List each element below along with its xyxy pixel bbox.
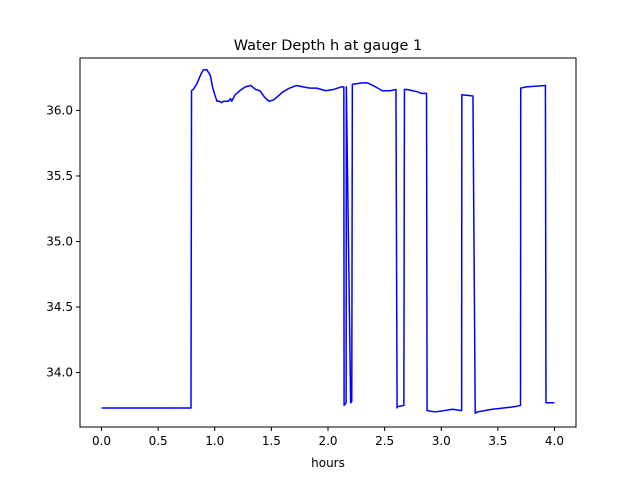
x-tick-label: 1.5 bbox=[262, 434, 281, 448]
x-tick-label: 3.0 bbox=[432, 434, 451, 448]
y-tick-label: 34.0 bbox=[46, 366, 73, 380]
axes-frame bbox=[79, 57, 577, 428]
axis-ticks: 0.0 0.5 1.0 1.5 2.0 2.5 3.0 3.5 4.0 34.0 34.5 35.0 3… bbox=[46, 103, 564, 448]
x-tick-label: 2.0 bbox=[318, 434, 337, 448]
x-axis-label: hours bbox=[311, 456, 345, 470]
x-tick-label: 1.0 bbox=[205, 434, 224, 448]
chart-title: Water Depth h at gauge 1 bbox=[234, 38, 422, 54]
y-tick-label: 35.5 bbox=[46, 169, 73, 183]
y-tick-label: 36.0 bbox=[46, 103, 73, 117]
x-tick-label: 3.5 bbox=[488, 434, 507, 448]
series-line bbox=[101, 69, 555, 414]
x-tick-label: 0.5 bbox=[149, 434, 168, 448]
x-tick-label: 2.5 bbox=[375, 434, 394, 448]
x-tick-label: 4.0 bbox=[545, 434, 564, 448]
y-tick-label: 34.5 bbox=[46, 300, 73, 314]
y-tick-label: 35.0 bbox=[46, 235, 73, 249]
plot-area bbox=[101, 69, 555, 414]
x-tick-label: 0.0 bbox=[92, 434, 111, 448]
